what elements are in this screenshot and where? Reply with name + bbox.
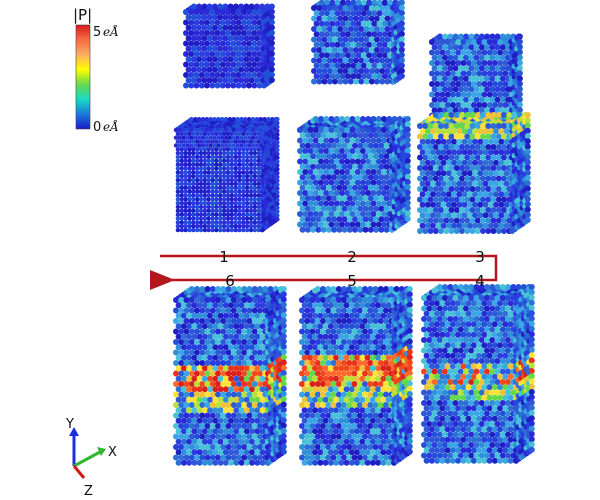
atom-block-top-1 [183, 3, 275, 89]
colorbar-max-unit: eÅ [103, 24, 119, 39]
atom-block-state-3 [417, 112, 531, 234]
colorbar-min-label: 0 [93, 120, 101, 135]
path-label-3: 3 [475, 248, 485, 266]
atom-block-state-4 [421, 284, 535, 464]
x-axis-arrow [73, 450, 101, 468]
x-axis-label: X [108, 445, 117, 460]
loading-path: 1 2 3 4 5 6 [150, 248, 498, 290]
path-label-4: 4 [475, 272, 485, 290]
atom-panels [173, 0, 535, 466]
atom-block-state-6 [173, 286, 287, 466]
y-axis-label: Y [65, 417, 74, 432]
atom-block-top-2 [311, 0, 405, 85]
atom-block-state-5 [299, 286, 413, 466]
colorbar-title: |P| [73, 6, 92, 24]
atom-block-top-3 [429, 33, 523, 119]
atom-block-state-2 [297, 116, 411, 233]
path-turn [484, 254, 498, 282]
colorbar-gradient [75, 24, 91, 130]
coordinate-axes: Y X Z [65, 417, 117, 499]
colorbar: |P| 5 eÅ 0 eÅ [73, 6, 119, 135]
colorbar-min-unit: eÅ [103, 119, 119, 134]
atom-block-state-1 [173, 117, 280, 233]
path-label-5: 5 [347, 272, 357, 290]
z-axis-arrow [72, 465, 86, 479]
x-axis-arrowhead [97, 447, 106, 456]
z-axis-label: Z [84, 484, 93, 499]
path-label-2: 2 [347, 248, 357, 266]
colorbar-max-label: 5 [93, 25, 101, 40]
path-label-6: 6 [225, 272, 235, 290]
path-label-1: 1 [219, 248, 229, 266]
y-axis-arrowhead [69, 427, 79, 436]
